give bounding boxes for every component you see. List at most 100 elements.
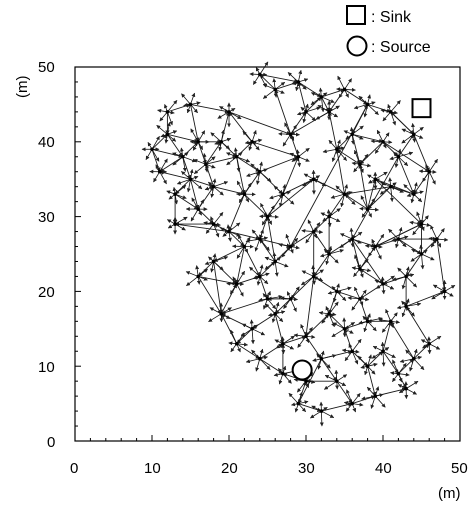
node-spoke bbox=[375, 178, 387, 186]
link-arrow bbox=[328, 193, 345, 217]
node-spoke bbox=[432, 284, 445, 292]
node-spoke bbox=[336, 286, 352, 292]
node-spoke bbox=[401, 276, 407, 290]
node bbox=[323, 369, 348, 390]
node bbox=[278, 233, 300, 258]
node-spoke bbox=[367, 198, 376, 210]
node-spoke bbox=[278, 194, 284, 208]
node bbox=[374, 275, 395, 295]
node-spoke bbox=[278, 373, 284, 385]
node bbox=[388, 227, 409, 249]
node-spoke bbox=[186, 179, 191, 193]
node-dot bbox=[311, 274, 316, 279]
link-arrow bbox=[367, 350, 384, 367]
node-spoke bbox=[413, 193, 423, 203]
node-spoke bbox=[320, 96, 325, 113]
node-dot bbox=[435, 237, 439, 241]
node-spoke bbox=[159, 171, 167, 185]
node bbox=[420, 335, 442, 355]
node-spoke bbox=[359, 153, 369, 165]
node-spoke bbox=[251, 229, 261, 240]
node-spoke bbox=[156, 124, 168, 135]
node bbox=[269, 184, 295, 208]
tick-layer bbox=[74, 66, 461, 442]
node-dot bbox=[304, 110, 308, 114]
node-dot bbox=[327, 312, 331, 316]
node-spoke bbox=[328, 313, 335, 328]
x-tick-label-50: 50 bbox=[451, 460, 468, 477]
node-spoke bbox=[325, 253, 330, 266]
node bbox=[210, 129, 232, 152]
node-dot bbox=[311, 229, 316, 234]
node bbox=[166, 216, 188, 235]
node-spoke bbox=[367, 365, 376, 375]
node-spoke bbox=[167, 134, 177, 142]
node-spoke bbox=[398, 372, 410, 377]
node-dot bbox=[319, 95, 324, 99]
node bbox=[185, 265, 208, 287]
node-dot bbox=[165, 132, 170, 137]
link-arrow bbox=[344, 89, 368, 105]
node-dot bbox=[258, 356, 262, 361]
node-dot bbox=[281, 371, 285, 376]
node-spoke bbox=[359, 268, 372, 273]
node-spoke bbox=[429, 343, 441, 350]
node-spoke bbox=[323, 380, 338, 390]
node bbox=[288, 391, 309, 413]
node-spoke bbox=[302, 178, 314, 187]
node-dot bbox=[242, 192, 247, 196]
node-spoke bbox=[274, 81, 286, 90]
node-spoke bbox=[436, 237, 449, 242]
node-spoke bbox=[153, 171, 161, 183]
node-dot bbox=[258, 72, 262, 77]
node-spoke bbox=[230, 329, 238, 344]
node-dot bbox=[234, 341, 239, 346]
legend-source-symbol bbox=[346, 35, 368, 57]
node-spoke bbox=[382, 275, 395, 285]
node-dot bbox=[373, 244, 378, 249]
node-spoke bbox=[405, 306, 415, 317]
link-arrow bbox=[228, 231, 245, 247]
link-arrow bbox=[313, 253, 330, 277]
node bbox=[264, 252, 289, 277]
node-spoke bbox=[246, 171, 260, 177]
node-dot bbox=[173, 192, 177, 196]
node bbox=[293, 323, 316, 348]
node bbox=[157, 100, 178, 126]
node-spoke bbox=[403, 184, 415, 195]
node-spoke bbox=[366, 386, 376, 397]
node-spoke bbox=[374, 141, 384, 154]
node-spoke bbox=[413, 126, 424, 135]
node-dot bbox=[350, 132, 355, 137]
node-spoke bbox=[236, 342, 249, 347]
node-dot bbox=[211, 184, 216, 189]
node-spoke bbox=[273, 185, 284, 195]
node bbox=[259, 202, 279, 226]
node-spoke bbox=[262, 89, 276, 99]
link-arrow bbox=[413, 343, 430, 360]
node-spoke bbox=[236, 283, 244, 297]
node-spoke bbox=[185, 271, 199, 277]
node-spoke bbox=[406, 302, 422, 307]
node-dot bbox=[227, 110, 231, 114]
node bbox=[208, 302, 232, 323]
node-dot bbox=[381, 282, 385, 286]
node-dot bbox=[427, 169, 432, 174]
node-spoke bbox=[390, 186, 404, 193]
node-spoke bbox=[202, 152, 207, 165]
y-tick-label-50: 50 bbox=[38, 59, 55, 76]
link-arrow bbox=[205, 155, 238, 165]
legend-sink-symbol bbox=[346, 5, 366, 25]
node-dot bbox=[188, 177, 193, 181]
node-spoke bbox=[303, 173, 314, 180]
node-spoke bbox=[431, 291, 445, 300]
node-dot bbox=[165, 110, 170, 114]
node bbox=[181, 92, 201, 114]
node-spoke bbox=[358, 95, 368, 105]
node-dot bbox=[196, 140, 200, 144]
node-spoke bbox=[290, 124, 297, 135]
node-dot bbox=[196, 274, 200, 279]
node bbox=[339, 227, 363, 249]
node-spoke bbox=[328, 249, 344, 255]
